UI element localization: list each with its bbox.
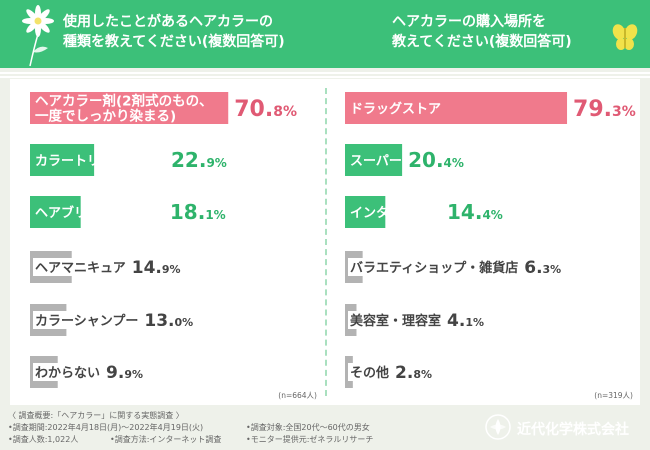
- label-band: [33, 258, 128, 276]
- flower-logo-icon: [485, 414, 511, 440]
- value-label: 79.3%: [573, 97, 636, 122]
- survey-count: •調査人数:1,022人: [8, 435, 79, 444]
- value-label: 14.4%: [447, 200, 503, 224]
- survey-target: •調査対象:全国20代〜60代の男女: [246, 423, 370, 432]
- category-label: 美容室・理容室: [350, 313, 441, 329]
- brand-name: 近代化学株式会社: [517, 422, 629, 438]
- value-label: 22.9%: [171, 148, 227, 172]
- value-label: 14.9%: [132, 258, 181, 278]
- right-title-line-2: 教えてください(複数回答可): [392, 34, 572, 50]
- category-label: ヘアカラー剤(2剤式のもの、: [35, 93, 213, 110]
- label-band: [348, 258, 521, 276]
- value-label: 9.9%: [106, 363, 143, 383]
- left-title-line-1: 使用したことがあるヘアカラーの: [63, 14, 273, 30]
- category-label: ヘアマニキュア: [35, 261, 126, 276]
- sample-size-label: (n=319人): [594, 391, 633, 400]
- label-band: [348, 311, 444, 329]
- bar-left-2: [30, 196, 81, 228]
- value-label: 2.8%: [395, 363, 432, 383]
- header-banner: [0, 0, 650, 68]
- bar-left-1: [30, 144, 95, 176]
- category-label: スーパー: [350, 154, 402, 169]
- category-label: わからない: [35, 366, 100, 381]
- survey-provider: •モニター提供元:ゼネラルリサーチ: [246, 435, 374, 444]
- category-label: ヘアブリーチ(脱色剤): [35, 205, 164, 221]
- label-band: [33, 363, 103, 381]
- category-label: インターネット: [350, 206, 441, 221]
- survey-summary-heading: 〈 調査概要:「ヘアカラー」に関する実態調査 〉: [8, 411, 184, 420]
- category-label: カラートリートメント: [35, 154, 165, 169]
- survey-period: •調査期間:2022年4月18日(月)〜2022年4月19日(火): [8, 423, 204, 432]
- value-label: 18.1%: [170, 200, 226, 224]
- bar-right-1: [345, 144, 403, 176]
- header-stripe: [0, 76, 650, 78]
- value-label: 6.3%: [524, 258, 561, 278]
- right-title-line-1: ヘアカラーの購入場所を: [392, 14, 546, 30]
- value-label: 13.0%: [144, 311, 193, 331]
- value-label: 4.1%: [447, 311, 484, 331]
- sample-size-label: (n=664人): [278, 391, 317, 400]
- survey-method: •調査方法:インターネット調査: [110, 435, 222, 444]
- category-label: ドラッグストア: [350, 101, 441, 117]
- category-label: カラーシャンプー: [35, 314, 138, 329]
- category-label: その他: [350, 365, 389, 381]
- bar-right-0: [345, 92, 568, 124]
- left-title-line-2: 種類を教えてください(複数回答可): [63, 34, 285, 50]
- label-band: [348, 363, 392, 381]
- label-band: [33, 311, 141, 329]
- daisy-icon: [22, 5, 54, 67]
- bar-left-0: [30, 92, 229, 124]
- header-stripe: [0, 72, 650, 74]
- header-decorations: [22, 5, 638, 67]
- brand-block: 近代化学株式会社: [481, 414, 641, 440]
- category-label: バラエティショップ・雑貨店: [350, 260, 518, 276]
- category-label: 一度でしっかり染まる): [35, 108, 176, 125]
- butterfly-icon: [612, 24, 638, 50]
- value-label: 20.4%: [408, 148, 464, 172]
- bar-right-2: [345, 196, 386, 228]
- chart-divider: [325, 88, 327, 396]
- value-label: 70.8%: [234, 97, 297, 122]
